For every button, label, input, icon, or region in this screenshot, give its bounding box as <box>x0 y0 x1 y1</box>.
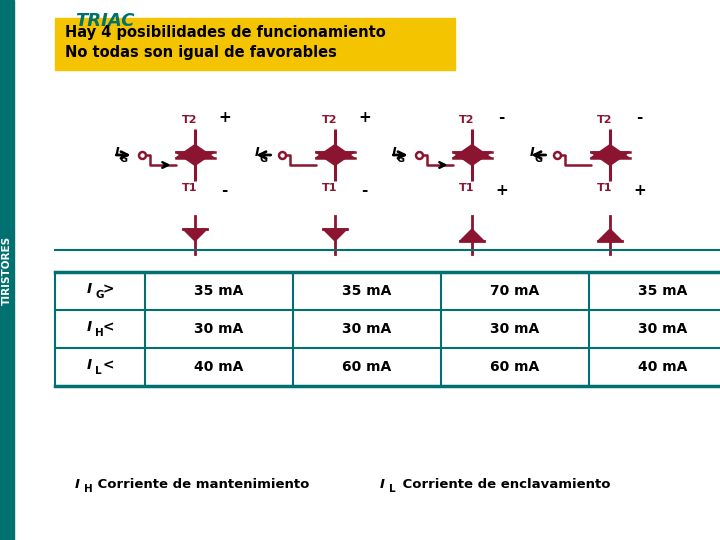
Text: I: I <box>87 358 92 372</box>
Text: T1: T1 <box>182 183 198 193</box>
Text: No todas son igual de favorables: No todas son igual de favorables <box>65 45 337 60</box>
Text: 60 mA: 60 mA <box>343 360 392 374</box>
Polygon shape <box>460 229 484 241</box>
Text: L: L <box>95 366 102 376</box>
Text: TRIAC: TRIAC <box>75 12 135 30</box>
Text: I: I <box>87 282 92 296</box>
Text: H: H <box>84 484 93 494</box>
Polygon shape <box>315 152 354 165</box>
Polygon shape <box>598 229 622 241</box>
Text: T2: T2 <box>182 115 198 125</box>
Text: L: L <box>389 484 395 494</box>
Text: 40 mA: 40 mA <box>639 360 688 374</box>
Polygon shape <box>590 145 629 158</box>
Text: I: I <box>392 146 397 159</box>
Polygon shape <box>323 229 347 241</box>
Text: T1: T1 <box>598 183 613 193</box>
Text: 30 mA: 30 mA <box>639 322 688 336</box>
Text: I: I <box>75 478 80 491</box>
Polygon shape <box>176 145 215 158</box>
Text: 40 mA: 40 mA <box>194 360 243 374</box>
Text: T2: T2 <box>598 115 613 125</box>
Text: <: < <box>98 358 114 372</box>
Text: G: G <box>120 154 127 164</box>
Text: 35 mA: 35 mA <box>639 284 688 298</box>
Text: TIRISTORES: TIRISTORES <box>2 235 12 305</box>
Text: I: I <box>255 146 259 159</box>
Text: 30 mA: 30 mA <box>194 322 243 336</box>
Text: G: G <box>259 154 268 164</box>
Text: I: I <box>115 146 120 159</box>
Text: -: - <box>498 110 505 125</box>
Text: I: I <box>530 146 534 159</box>
Polygon shape <box>452 152 492 165</box>
Text: Corriente de enclavamiento: Corriente de enclavamiento <box>398 478 611 491</box>
Text: T2: T2 <box>459 115 474 125</box>
Polygon shape <box>315 145 354 158</box>
Text: -: - <box>636 110 643 125</box>
Polygon shape <box>183 229 207 241</box>
Text: 35 mA: 35 mA <box>342 284 392 298</box>
Polygon shape <box>590 152 629 165</box>
Polygon shape <box>452 145 492 158</box>
Bar <box>0 0 14 540</box>
Text: <: < <box>98 320 114 334</box>
Text: +: + <box>633 183 646 198</box>
Text: 70 mA: 70 mA <box>490 284 539 298</box>
Text: T1: T1 <box>323 183 338 193</box>
Text: +: + <box>358 110 371 125</box>
Text: T1: T1 <box>459 183 474 193</box>
Text: +: + <box>495 183 508 198</box>
Text: 60 mA: 60 mA <box>490 360 539 374</box>
Text: 30 mA: 30 mA <box>490 322 539 336</box>
Text: G: G <box>397 154 405 164</box>
Text: >: > <box>98 282 114 296</box>
Text: -: - <box>361 183 368 198</box>
Bar <box>55 18 455 70</box>
Text: Corriente de mantenimiento: Corriente de mantenimiento <box>93 478 310 491</box>
Text: I: I <box>380 478 385 491</box>
Text: H: H <box>95 328 104 338</box>
Text: T2: T2 <box>323 115 338 125</box>
Text: G: G <box>534 154 542 164</box>
Text: -: - <box>221 183 228 198</box>
Text: 35 mA: 35 mA <box>194 284 243 298</box>
Polygon shape <box>176 152 215 165</box>
Text: I: I <box>87 320 92 334</box>
Text: G: G <box>95 290 104 300</box>
Text: 30 mA: 30 mA <box>343 322 392 336</box>
Text: +: + <box>218 110 231 125</box>
Text: Hay 4 posibilidades de funcionamiento: Hay 4 posibilidades de funcionamiento <box>65 25 386 40</box>
